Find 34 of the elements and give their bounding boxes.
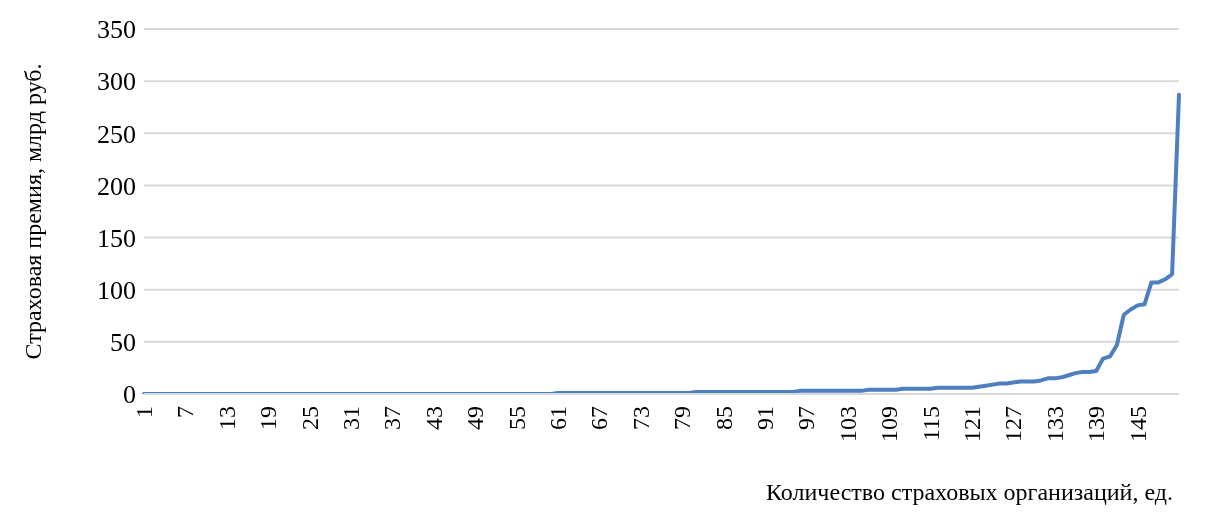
x-tick-label: 67 xyxy=(586,406,613,430)
x-tick-label: 79 xyxy=(669,406,696,430)
y-axis-title: Страховая премия, млрд руб. xyxy=(19,63,46,360)
x-tick-label: 25 xyxy=(296,406,323,430)
x-tick-label: 85 xyxy=(710,406,737,430)
y-tick-label: 100 xyxy=(97,275,136,305)
x-tick-label: 115 xyxy=(917,406,944,442)
x-tick-label: 73 xyxy=(627,406,654,430)
x-tick-label: 121 xyxy=(959,406,985,442)
x-tick-label: 13 xyxy=(213,406,240,430)
x-axis-title: Количество страховых организаций, ед. xyxy=(766,479,1173,505)
y-tick-label: 250 xyxy=(97,119,136,149)
y-tick-label: 50 xyxy=(110,328,136,358)
x-tick-label: 91 xyxy=(752,406,778,430)
x-tick-label: 7 xyxy=(172,406,199,418)
y-tick-label: 200 xyxy=(97,171,136,201)
x-tick-label: 37 xyxy=(379,406,406,430)
y-tick-label: 150 xyxy=(97,223,136,253)
x-tick-label: 61 xyxy=(545,406,571,430)
x-tick-label: 97 xyxy=(793,406,820,430)
x-tick-label: 145 xyxy=(1124,406,1151,442)
x-tick-label: 19 xyxy=(255,406,282,430)
y-tick-label: 350 xyxy=(97,15,136,45)
x-tick-label: 31 xyxy=(338,406,364,430)
line-series xyxy=(142,92,1181,394)
x-tick-label: 55 xyxy=(503,406,530,430)
x-tick-label: 139 xyxy=(1083,406,1110,442)
y-tick-label: 300 xyxy=(97,67,136,97)
x-tick-label: 109 xyxy=(876,406,903,442)
x-tick-label: 133 xyxy=(1041,406,1068,442)
x-tick-label: 43 xyxy=(420,406,447,430)
x-tick-label: 127 xyxy=(1000,406,1027,442)
x-tick-label: 49 xyxy=(462,406,489,430)
x-tick-label: 103 xyxy=(834,406,861,442)
